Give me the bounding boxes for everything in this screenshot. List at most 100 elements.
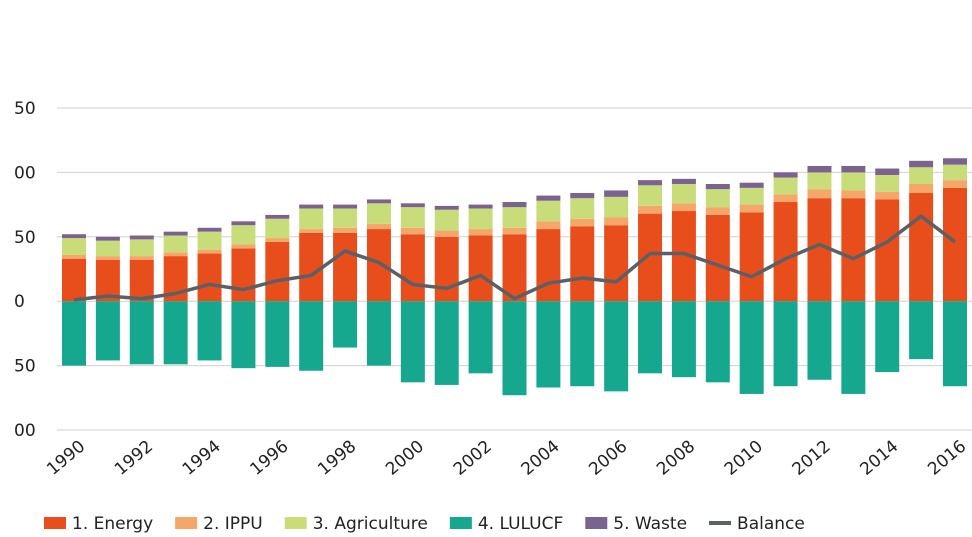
y-tick-label: 00 xyxy=(14,163,36,183)
bar-segment xyxy=(434,209,459,231)
bar-segment xyxy=(197,249,222,254)
bar-segment xyxy=(875,174,900,192)
bar-segment xyxy=(163,252,188,257)
bar-segment xyxy=(739,204,764,213)
bar-segment xyxy=(875,191,900,200)
bar-segment xyxy=(502,234,527,302)
bar-segment xyxy=(62,234,86,239)
bar-segment xyxy=(502,202,527,208)
bar-segment xyxy=(536,195,561,201)
bar-segment xyxy=(739,182,764,188)
bar-segment xyxy=(570,198,595,219)
bar-segment xyxy=(909,183,934,194)
bar-segment xyxy=(231,225,256,245)
legend-swatch xyxy=(449,517,472,529)
bar-segment xyxy=(299,232,324,302)
bar-segment xyxy=(604,217,629,226)
bar-segment xyxy=(638,213,663,302)
bar-segment xyxy=(807,301,832,380)
bar-segment xyxy=(604,196,629,218)
bar-segment xyxy=(400,227,425,235)
bar-segment xyxy=(468,235,493,302)
legend-swatch xyxy=(175,517,198,529)
bar-segment xyxy=(333,204,358,209)
bar-segment xyxy=(502,227,527,235)
bar-segment xyxy=(95,301,120,361)
bar-segment xyxy=(366,203,391,224)
balance-line xyxy=(73,214,957,302)
bar-segment xyxy=(400,301,425,383)
bar-segment xyxy=(163,301,188,365)
bar-segment xyxy=(197,231,222,250)
bar-segment xyxy=(841,172,866,191)
bar-segment xyxy=(739,187,764,205)
bar-segment xyxy=(265,238,290,242)
bar-segment xyxy=(638,185,663,206)
bar-segment xyxy=(299,204,324,209)
x-tick-label: 1996 xyxy=(247,437,293,480)
bar-segment xyxy=(62,301,86,366)
x-tick-label: 2012 xyxy=(789,437,835,480)
legend-label: 1. Energy xyxy=(72,514,153,534)
bar-segment xyxy=(231,221,256,226)
bar-segment xyxy=(875,301,900,373)
bar-segment xyxy=(62,258,86,302)
bar-segment xyxy=(841,165,866,173)
bar-segment xyxy=(739,301,764,394)
bar-segment xyxy=(875,168,900,175)
bar-segment xyxy=(129,239,154,257)
bar-segment xyxy=(197,227,222,232)
bar-segment xyxy=(671,203,696,212)
bar-segment xyxy=(773,177,798,195)
y-tick-label: 0 xyxy=(14,292,25,312)
bar-segment xyxy=(197,253,222,302)
bar-segment xyxy=(129,256,154,260)
legend-swatch xyxy=(585,517,608,529)
bar-segment xyxy=(333,227,358,233)
legend-label: 4. LULUCF xyxy=(478,514,563,534)
bar-segment xyxy=(671,183,696,204)
bar-segment xyxy=(841,190,866,199)
bar-segment xyxy=(265,241,290,302)
bar-segment xyxy=(129,235,154,240)
bar-segment xyxy=(62,238,86,255)
bar-segment xyxy=(434,236,459,302)
bar-segment xyxy=(366,301,391,366)
bar-segment xyxy=(299,208,324,230)
bar-segment xyxy=(434,301,459,385)
bar-segment xyxy=(333,301,358,348)
bar-segment xyxy=(400,207,425,228)
y-tick-label: 50 xyxy=(14,357,36,377)
bar-segment xyxy=(570,193,595,199)
legend-swatch xyxy=(709,521,732,525)
bar-segment xyxy=(231,301,256,369)
bar-segment xyxy=(95,256,120,260)
bar-segment xyxy=(333,208,358,228)
legend-label: 2. IPPU xyxy=(203,514,263,534)
bar-segment xyxy=(705,214,730,302)
bar-segment xyxy=(231,248,256,302)
y-tick-label: 50 xyxy=(14,99,36,119)
bar-segment xyxy=(570,226,595,302)
bar-segment xyxy=(468,229,493,236)
bar-segment xyxy=(807,165,832,173)
bar-segment xyxy=(739,212,764,302)
bar-segment xyxy=(265,214,290,219)
x-tick-label: 2016 xyxy=(924,437,970,480)
bar-segment xyxy=(536,301,561,388)
x-tick-label: 2004 xyxy=(518,437,564,480)
bar-segment xyxy=(604,301,629,392)
x-tick-label: 1998 xyxy=(314,437,360,480)
bar-segment xyxy=(841,198,866,302)
bar-segment xyxy=(570,301,595,387)
bar-segment xyxy=(163,235,188,253)
x-tick-label: 1994 xyxy=(179,437,225,480)
bar-segment xyxy=(638,205,663,214)
x-tick-label: 2014 xyxy=(856,437,902,480)
bar-segment xyxy=(502,207,527,228)
bar-segment xyxy=(773,172,798,178)
bar-segment xyxy=(943,164,967,181)
bar-segment xyxy=(265,218,290,239)
bar-segment xyxy=(502,301,527,396)
